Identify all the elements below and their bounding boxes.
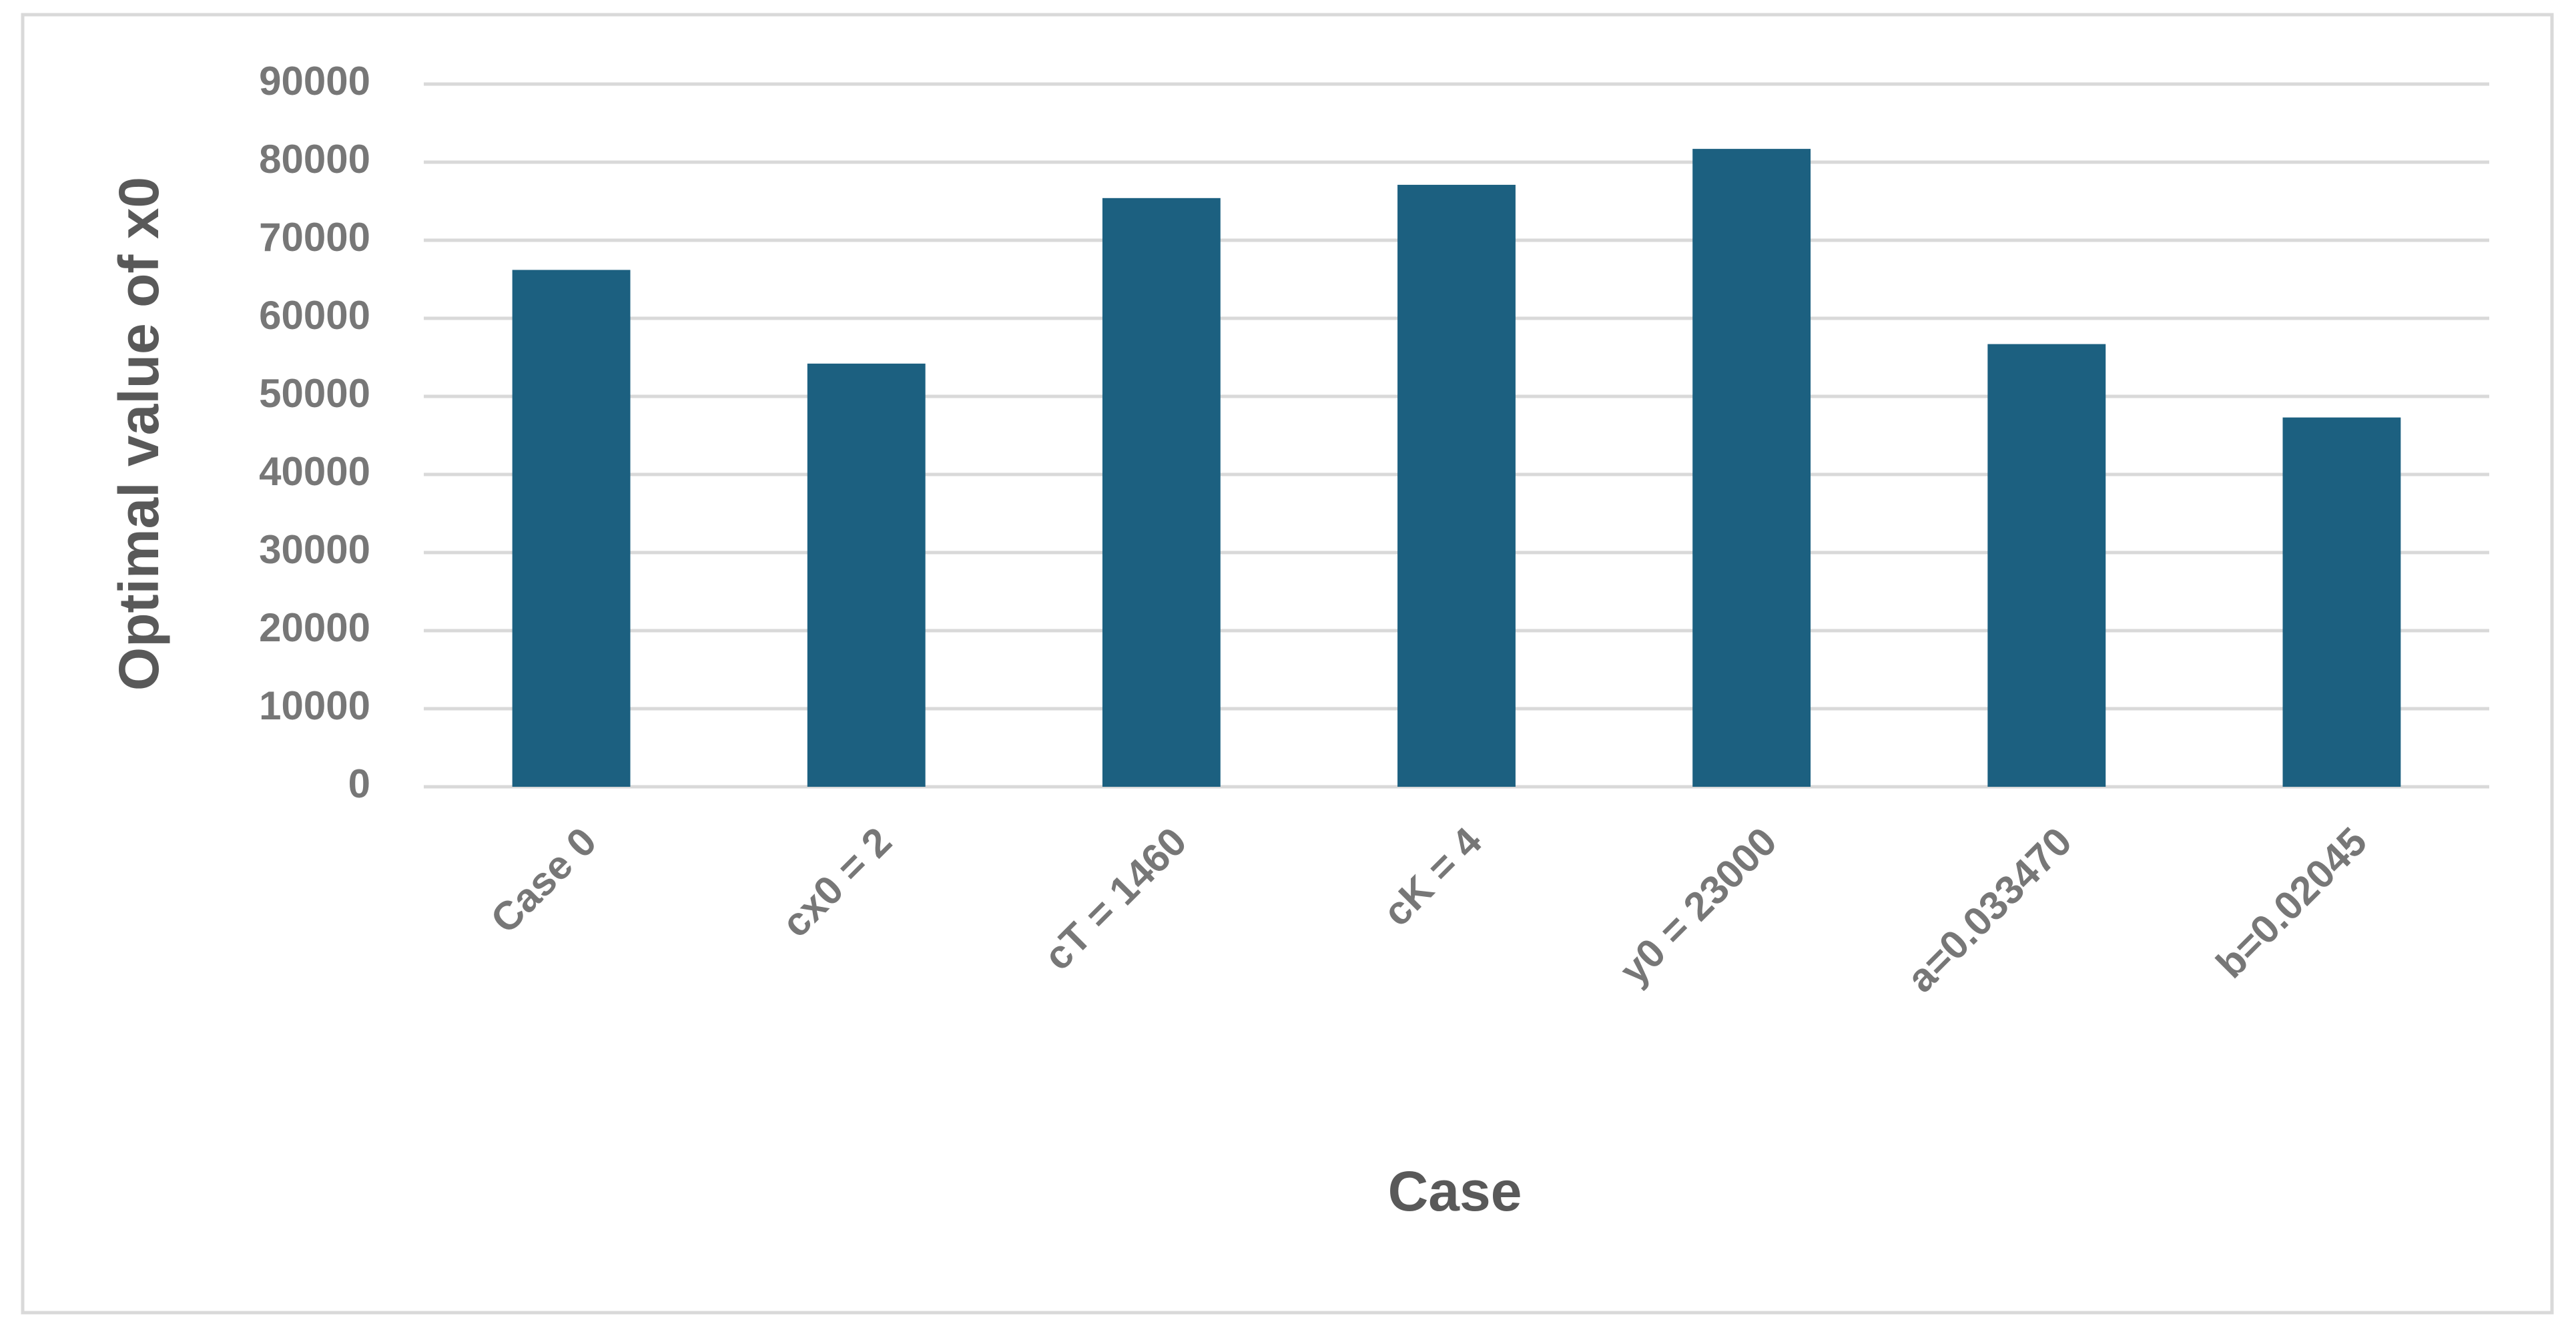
- y-tick-label: 50000: [259, 371, 370, 416]
- bar: [1397, 184, 1516, 787]
- y-tick-label: 90000: [259, 59, 370, 103]
- y-tick-label: 30000: [259, 527, 370, 572]
- y-tick-label: 20000: [259, 605, 370, 650]
- y-tick-label: 10000: [259, 683, 370, 728]
- y-axis-title: Optimal value of x0: [107, 177, 170, 691]
- y-tick-label: 40000: [259, 449, 370, 494]
- y-tick-label: 70000: [259, 215, 370, 260]
- bar: [2282, 417, 2401, 787]
- bar: [512, 270, 631, 787]
- y-tick-label: 0: [348, 761, 370, 806]
- bar: [1102, 198, 1221, 787]
- y-tick-label: 60000: [259, 293, 370, 338]
- bar: [807, 363, 926, 787]
- x-axis-title: Case: [1388, 1160, 1522, 1223]
- y-tick-label: 80000: [259, 137, 370, 182]
- bar: [1692, 149, 1811, 787]
- chart-border: [21, 13, 2554, 1315]
- bar: [1987, 344, 2106, 787]
